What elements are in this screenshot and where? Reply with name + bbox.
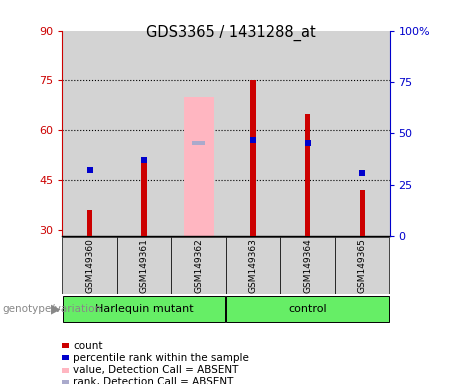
Text: GSM149361: GSM149361 (140, 238, 148, 293)
Bar (280, 237, 335, 294)
Bar (305, 114, 310, 236)
Text: GSM149362: GSM149362 (194, 238, 203, 293)
Text: GSM149364: GSM149364 (303, 238, 312, 293)
Bar (226, 31, 280, 236)
Bar (171, 31, 226, 236)
Bar (87, 210, 92, 236)
Bar (171, 237, 226, 294)
Text: count: count (73, 341, 103, 351)
Text: GSM149363: GSM149363 (248, 238, 258, 293)
Bar (335, 237, 390, 294)
Bar (117, 31, 171, 236)
Bar (183, 97, 213, 236)
Bar (192, 141, 206, 146)
Bar (360, 190, 365, 236)
Text: percentile rank within the sample: percentile rank within the sample (73, 353, 249, 363)
Text: value, Detection Call = ABSENT: value, Detection Call = ABSENT (73, 365, 239, 375)
Bar (142, 163, 147, 236)
Text: GSM149365: GSM149365 (358, 238, 367, 293)
Text: control: control (289, 304, 327, 314)
Bar (280, 31, 335, 236)
Bar (335, 31, 390, 236)
Text: GSM149360: GSM149360 (85, 238, 94, 293)
Bar (226, 296, 389, 322)
Text: ▶: ▶ (52, 303, 61, 315)
Bar (62, 31, 117, 236)
Text: genotype/variation: genotype/variation (2, 304, 101, 314)
Bar (63, 296, 225, 322)
Bar (226, 237, 280, 294)
Text: Harlequin mutant: Harlequin mutant (95, 304, 193, 314)
Bar (250, 80, 256, 236)
Text: GDS3365 / 1431288_at: GDS3365 / 1431288_at (146, 25, 315, 41)
Text: rank, Detection Call = ABSENT: rank, Detection Call = ABSENT (73, 377, 234, 384)
Bar (62, 237, 117, 294)
Bar (117, 237, 171, 294)
